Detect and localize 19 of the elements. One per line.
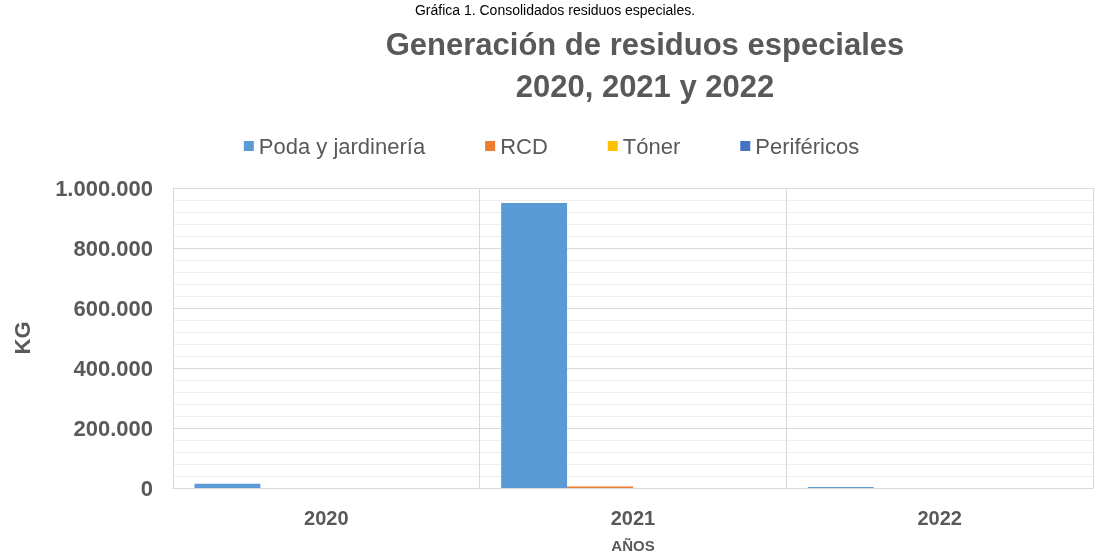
legend-label: Tóner	[622, 133, 681, 159]
y-tick-label: 800.000	[73, 235, 153, 261]
bar	[501, 203, 568, 488]
y-tick-label: 200.000	[73, 415, 153, 441]
text: Gráfica 1. Consolidados residuos especiales.	[414, 2, 696, 18]
x-tick-label: 2022	[917, 507, 962, 529]
y-tick-label: 0	[140, 475, 153, 501]
y-tick-label: 600.000	[73, 295, 153, 321]
legend-label: RCD	[500, 133, 548, 159]
y-tick-label: 1.000.000	[55, 175, 153, 201]
x-axis-title: AÑOS	[611, 537, 655, 554]
y-axis-title: KG	[9, 321, 35, 355]
chart-title: Generación de residuos especiales 2020, 2021 y 2022	[385, 26, 905, 104]
x-tick-label: 2021	[610, 507, 656, 529]
y-tick-label: 400.000	[73, 355, 153, 381]
x-tick-label: 2020	[304, 507, 349, 529]
legend-label: Periféricos	[755, 133, 860, 159]
bar	[194, 483, 261, 488]
legend-label: Poda y jardinería	[258, 133, 426, 159]
